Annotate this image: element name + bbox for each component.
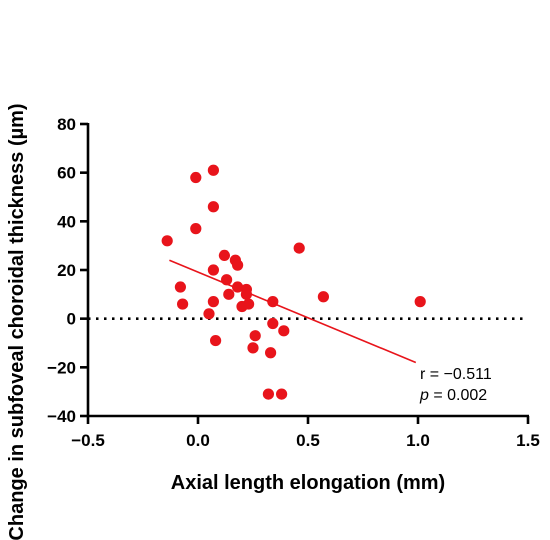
data-point-9 xyxy=(207,264,219,276)
data-point-23 xyxy=(249,330,261,342)
data-point-1 xyxy=(161,235,173,247)
data-point-21 xyxy=(243,298,255,310)
y-tick-label: 60 xyxy=(57,164,76,183)
data-point-26 xyxy=(267,296,279,308)
p-value-label: p = 0.002 xyxy=(419,387,487,404)
correlation-r-label: r = −0.511 xyxy=(420,366,492,383)
data-point-17 xyxy=(232,281,244,293)
plot-area xyxy=(88,164,528,400)
y-axis-title: Change in subfoveal choroidal thickness … xyxy=(6,103,28,540)
data-point-20 xyxy=(240,288,252,300)
y-tick-label: 40 xyxy=(57,212,76,231)
p-value-text: = 0.002 xyxy=(429,387,487,404)
x-tick-label: 1.5 xyxy=(516,431,540,450)
data-point-32 xyxy=(414,296,426,308)
y-tick-label: 20 xyxy=(57,261,76,280)
data-point-11 xyxy=(210,334,222,347)
data-point-30 xyxy=(293,242,305,254)
data-point-24 xyxy=(262,388,274,400)
data-point-31 xyxy=(317,291,329,303)
data-point-8 xyxy=(207,201,219,213)
x-tick-label: 0.5 xyxy=(296,431,320,450)
data-point-28 xyxy=(276,388,288,400)
data-point-10 xyxy=(207,296,219,308)
data-point-7 xyxy=(207,164,219,176)
data-point-2 xyxy=(174,281,186,293)
x-tick-label: −0.5 xyxy=(71,431,105,450)
data-point-4 xyxy=(190,171,202,184)
x-axis-title: Axial length elongation (mm) xyxy=(171,472,445,494)
data-point-22 xyxy=(247,342,259,354)
data-point-12 xyxy=(218,249,230,261)
data-point-25 xyxy=(265,347,277,359)
data-point-13 xyxy=(221,274,233,286)
x-tick-label: 1.0 xyxy=(406,431,430,450)
data-point-3 xyxy=(177,298,189,310)
data-point-29 xyxy=(278,325,290,337)
y-tick-label: 80 xyxy=(57,115,76,134)
p-symbol: p xyxy=(419,387,429,404)
y-tick-label: −20 xyxy=(47,358,76,377)
data-point-27 xyxy=(267,317,279,330)
y-tick-label: 0 xyxy=(67,310,76,329)
data-point-14 xyxy=(223,288,235,300)
data-point-6 xyxy=(203,308,215,320)
data-point-5 xyxy=(190,223,202,235)
axes: −40 −20 0 20 40 60 80 −0.5 0.0 0.5 1.0 1.5 xyxy=(47,115,540,450)
data-point-16 xyxy=(232,259,244,271)
regression-line xyxy=(169,259,417,364)
x-tick-label: 0.0 xyxy=(186,431,210,450)
y-tick-label: −40 xyxy=(47,407,76,426)
